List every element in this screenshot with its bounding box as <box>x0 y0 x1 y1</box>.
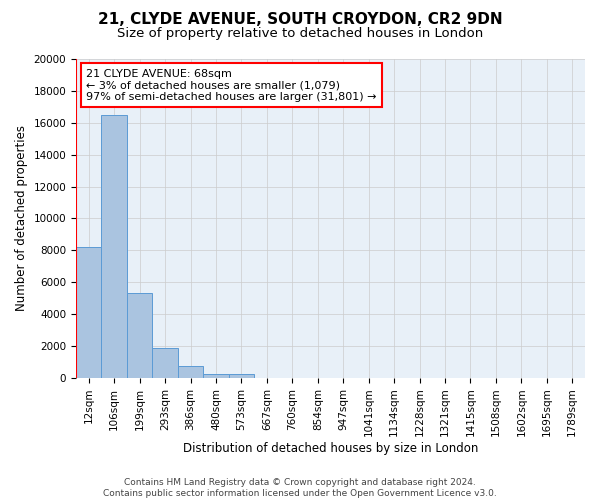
Text: Size of property relative to detached houses in London: Size of property relative to detached ho… <box>117 28 483 40</box>
X-axis label: Distribution of detached houses by size in London: Distribution of detached houses by size … <box>183 442 478 455</box>
Bar <box>229 374 254 378</box>
Text: Contains HM Land Registry data © Crown copyright and database right 2024.
Contai: Contains HM Land Registry data © Crown c… <box>103 478 497 498</box>
Bar <box>152 348 178 378</box>
Bar <box>203 374 229 378</box>
Y-axis label: Number of detached properties: Number of detached properties <box>15 126 28 312</box>
Text: 21, CLYDE AVENUE, SOUTH CROYDON, CR2 9DN: 21, CLYDE AVENUE, SOUTH CROYDON, CR2 9DN <box>98 12 502 28</box>
Text: 21 CLYDE AVENUE: 68sqm
← 3% of detached houses are smaller (1,079)
97% of semi-d: 21 CLYDE AVENUE: 68sqm ← 3% of detached … <box>86 68 377 102</box>
Bar <box>76 247 101 378</box>
Bar <box>101 115 127 378</box>
Bar <box>127 294 152 378</box>
Bar <box>178 366 203 378</box>
